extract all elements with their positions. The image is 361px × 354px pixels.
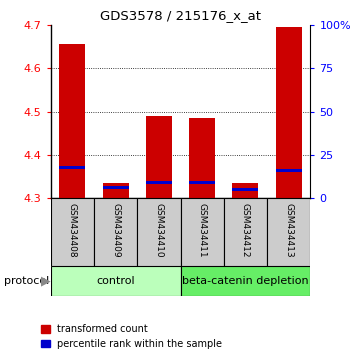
Bar bbox=[189, 181, 215, 184]
Text: GSM434411: GSM434411 bbox=[198, 203, 206, 258]
Text: GSM434410: GSM434410 bbox=[155, 203, 163, 258]
Text: protocol: protocol bbox=[4, 275, 49, 286]
Text: GSM434409: GSM434409 bbox=[111, 203, 120, 258]
Bar bbox=[103, 183, 129, 198]
Bar bbox=[276, 27, 302, 198]
Bar bbox=[103, 186, 129, 189]
Bar bbox=[180, 266, 310, 296]
Bar bbox=[51, 198, 94, 266]
Text: control: control bbox=[96, 275, 135, 286]
Legend: transformed count, percentile rank within the sample: transformed count, percentile rank withi… bbox=[41, 324, 222, 349]
Bar bbox=[224, 198, 267, 266]
Bar bbox=[232, 188, 258, 191]
Bar bbox=[276, 169, 302, 172]
Bar bbox=[232, 183, 258, 198]
Text: GSM434412: GSM434412 bbox=[241, 203, 250, 258]
Bar bbox=[51, 266, 180, 296]
Bar bbox=[189, 118, 215, 198]
Bar bbox=[59, 44, 85, 198]
Text: GSM434413: GSM434413 bbox=[284, 203, 293, 258]
Bar bbox=[267, 198, 310, 266]
Text: GDS3578 / 215176_x_at: GDS3578 / 215176_x_at bbox=[100, 9, 261, 22]
Text: GSM434408: GSM434408 bbox=[68, 203, 77, 258]
Text: beta-catenin depletion: beta-catenin depletion bbox=[182, 275, 309, 286]
Bar bbox=[146, 116, 172, 198]
Bar bbox=[146, 181, 172, 184]
Bar bbox=[137, 198, 180, 266]
Bar bbox=[180, 198, 224, 266]
Bar bbox=[59, 166, 85, 170]
Bar bbox=[94, 198, 137, 266]
Text: ▶: ▶ bbox=[41, 274, 51, 287]
